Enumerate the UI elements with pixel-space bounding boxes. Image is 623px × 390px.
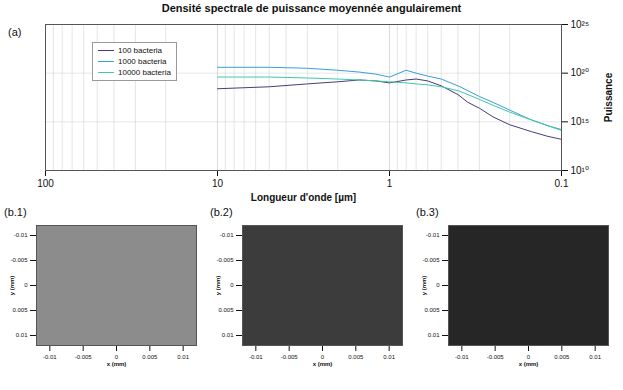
html-text:10000 bacteria: 10000 bacteria [118,68,171,77]
svg-text:0.01: 0.01 [589,354,601,360]
svg-text:0.005: 0.005 [348,354,364,360]
svg-text:-0.01: -0.01 [220,232,234,238]
svg-text:x (mm): x (mm) [519,361,539,367]
svg-text:x (mm): x (mm) [107,361,127,367]
svg-text:0.01: 0.01 [222,332,234,338]
svg-text:-0.01: -0.01 [14,232,28,238]
html-text:1000 bacteria: 1000 bacteria [118,57,167,66]
svg-text:0.1: 0.1 [555,178,569,189]
svg-text:10¹⁵: 10¹⁵ [571,116,590,127]
svg-text:0: 0 [527,354,531,360]
svg-text:0.005: 0.005 [554,354,570,360]
svg-text:-0.005: -0.005 [10,257,28,263]
svg-text:10¹⁰: 10¹⁰ [571,165,589,176]
html-text:(b.2): (b.2) [210,206,233,218]
svg-text:0: 0 [115,354,119,360]
svg-text:10: 10 [212,178,224,189]
svg-text:0.01: 0.01 [428,332,440,338]
html-text:Densité spectrale de puissance: Densité spectrale de puissance moyennée … [161,2,462,14]
svg-text:0: 0 [436,282,440,288]
svg-text:-0.005: -0.005 [216,257,234,263]
svg-text:y (mm): y (mm) [9,276,15,296]
svg-text:10²⁵: 10²⁵ [571,19,590,30]
svg-text:-0.01: -0.01 [43,354,57,360]
svg-text:-0.01: -0.01 [249,354,263,360]
svg-text:0: 0 [321,354,325,360]
html-text:100 bacteria: 100 bacteria [118,46,162,55]
svg-text:-0.005: -0.005 [422,257,440,263]
svg-text:-0.005: -0.005 [75,354,93,360]
svg-text:-0.01: -0.01 [426,232,440,238]
svg-text:0.01: 0.01 [16,332,28,338]
svg-text:0: 0 [230,282,234,288]
svg-text:100: 100 [37,178,54,189]
svg-text:y (mm): y (mm) [215,276,221,296]
svg-text:0.005: 0.005 [12,307,28,313]
html-text:(b.3): (b.3) [416,206,439,218]
svg-text:10²⁰: 10²⁰ [571,67,589,78]
html-text:(b.1): (b.1) [4,206,27,218]
svg-text:-0.01: -0.01 [455,354,469,360]
svg-text:0.005: 0.005 [218,307,234,313]
svg-text:Puissance: Puissance [603,72,614,122]
html-text:(a): (a) [8,26,22,38]
svg-text:0.01: 0.01 [177,354,189,360]
svg-text:y (mm): y (mm) [421,276,427,296]
svg-text:1: 1 [387,178,393,189]
svg-text:0.005: 0.005 [142,354,158,360]
svg-text:0.005: 0.005 [424,307,440,313]
svg-text:0: 0 [24,282,28,288]
svg-text:Longueur d'onde [µm]: Longueur d'onde [µm] [251,192,356,203]
svg-text:-0.005: -0.005 [281,354,299,360]
svg-text:0.01: 0.01 [383,354,395,360]
svg-text:x (mm): x (mm) [313,361,333,367]
svg-text:-0.005: -0.005 [487,354,505,360]
